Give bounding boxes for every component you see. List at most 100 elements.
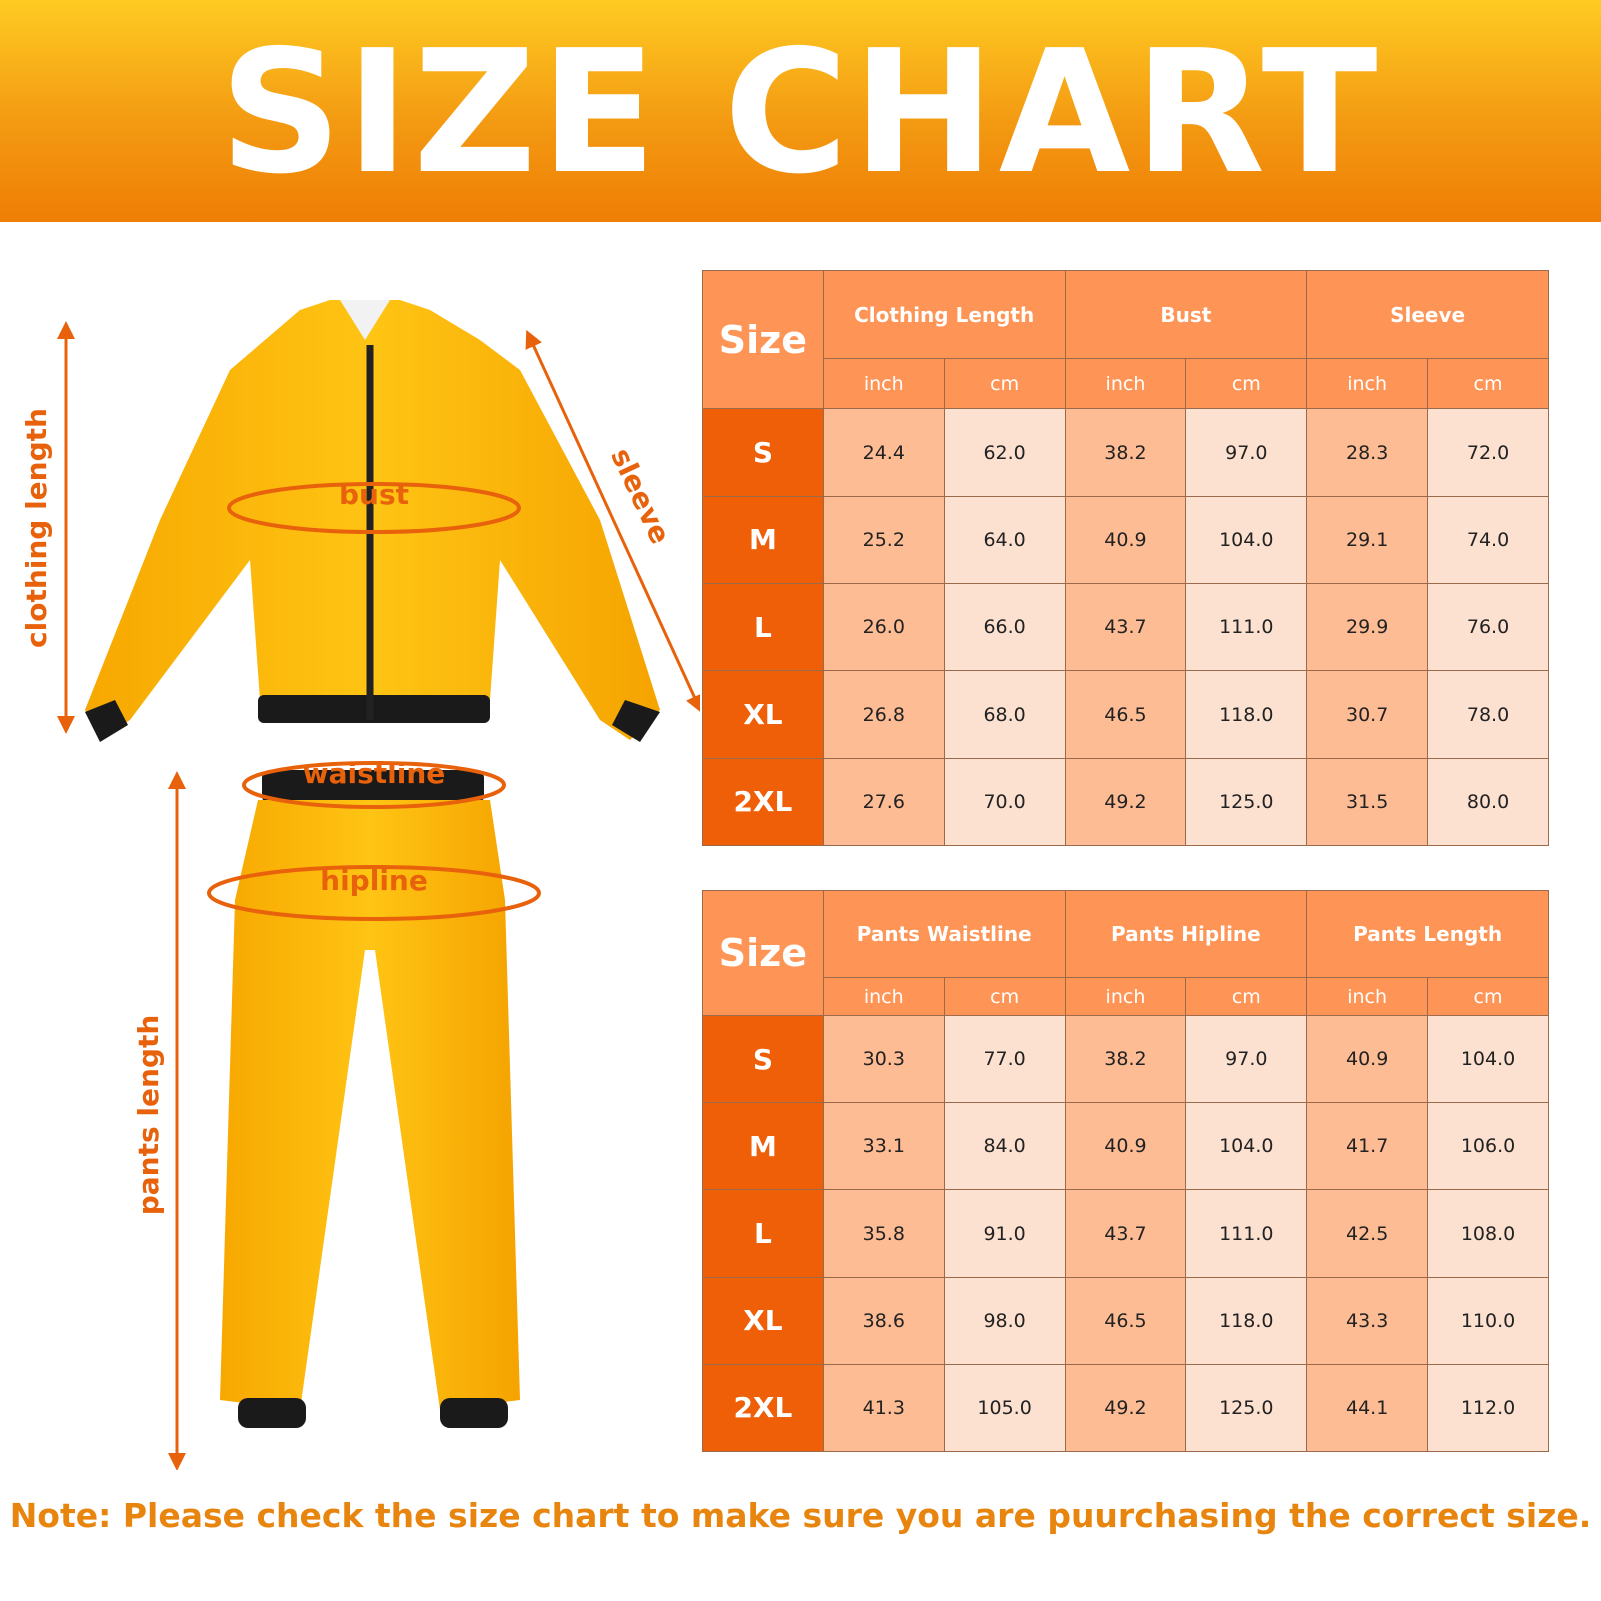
top-size-table: Size Clothing Length Bust Sleeve inch cm inch c…: [702, 269, 1549, 847]
size-cell: XL: [702, 1276, 824, 1365]
sleeve-label: sleeve: [604, 443, 677, 549]
table-row: XL 38.6 98.0 46.5 118.0 43.3 110.0: [702, 1276, 1549, 1365]
size-header-cell: Size: [702, 889, 824, 1017]
unit-header-cell: inch: [1306, 977, 1429, 1017]
pants-image: [220, 770, 520, 1428]
value-cell: 72.0: [1427, 408, 1549, 497]
unit-header-cell: cm: [1185, 977, 1308, 1017]
size-note: Note: Please check the size chart to mak…: [9, 1496, 1592, 1535]
value-cell: 40.9: [1064, 1102, 1187, 1191]
value-cell: 80.0: [1427, 757, 1549, 847]
value-cell: 31.5: [1306, 757, 1429, 847]
value-cell: 125.0: [1185, 1363, 1308, 1453]
group-header-cell: Clothing Length: [822, 269, 1066, 360]
value-cell: 104.0: [1427, 1015, 1549, 1104]
size-cell: 2XL: [702, 757, 824, 847]
size-cell: 2XL: [702, 1363, 824, 1453]
group-header-cell: Sleeve: [1306, 269, 1549, 360]
unit-header-cell: cm: [1185, 358, 1308, 410]
value-cell: 118.0: [1185, 670, 1308, 759]
hipline-label: hipline: [320, 864, 428, 897]
group-header-cell: Pants Waistline: [822, 889, 1066, 979]
value-cell: 43.7: [1064, 1189, 1187, 1278]
bust-ring: [227, 482, 521, 534]
size-cell: S: [702, 1015, 824, 1104]
value-cell: 46.5: [1064, 670, 1187, 759]
value-cell: 110.0: [1427, 1276, 1549, 1365]
value-cell: 104.0: [1185, 1102, 1308, 1191]
waistline-ring: [242, 761, 506, 809]
value-cell: 118.0: [1185, 1276, 1308, 1365]
waistline-label: waistline: [303, 757, 446, 790]
value-cell: 64.0: [943, 495, 1066, 585]
sleeve-arrow: [525, 329, 700, 714]
value-cell: 29.9: [1306, 583, 1429, 672]
value-cell: 40.9: [1306, 1015, 1429, 1104]
value-cell: 26.0: [822, 583, 945, 672]
size-cell: L: [702, 1189, 824, 1278]
size-cell: L: [702, 583, 824, 672]
value-cell: 84.0: [943, 1102, 1066, 1191]
table-row: S 24.4 62.0 38.2 97.0 28.3 72.0: [702, 408, 1549, 497]
value-cell: 41.3: [822, 1363, 945, 1453]
pants-length-label: pants length: [132, 1015, 165, 1216]
value-cell: 42.5: [1306, 1189, 1429, 1278]
unit-header-cell: cm: [943, 358, 1066, 410]
clothing-length-label: clothing length: [20, 408, 53, 648]
value-cell: 38.2: [1064, 408, 1187, 497]
value-cell: 29.1: [1306, 495, 1429, 585]
table-row: 2XL 27.6 70.0 49.2 125.0 31.5 80.0: [702, 757, 1549, 847]
value-cell: 68.0: [943, 670, 1066, 759]
value-cell: 77.0: [943, 1015, 1066, 1104]
unit-header-cell: inch: [1306, 358, 1429, 410]
value-cell: 35.8: [822, 1189, 945, 1278]
garment-illustration: clothing length sleeve bust waistline hi…: [20, 300, 700, 1470]
value-cell: 43.7: [1064, 583, 1187, 672]
value-cell: 112.0: [1427, 1363, 1549, 1453]
unit-header-cell: inch: [822, 977, 945, 1017]
unit-header-cell: inch: [1064, 358, 1187, 410]
value-cell: 30.7: [1306, 670, 1429, 759]
size-header-cell: Size: [702, 269, 824, 410]
hipline-ring: [207, 865, 541, 921]
pants-size-table: Size Pants Waistline Pants Hipline Pants Le…: [702, 889, 1549, 1453]
value-cell: 43.3: [1306, 1276, 1429, 1365]
value-cell: 97.0: [1185, 1015, 1308, 1104]
value-cell: 70.0: [943, 757, 1066, 847]
group-header-cell: Bust: [1064, 269, 1308, 360]
value-cell: 91.0: [943, 1189, 1066, 1278]
bust-label: bust: [339, 478, 409, 511]
value-cell: 46.5: [1064, 1276, 1187, 1365]
value-cell: 25.2: [822, 495, 945, 585]
size-cell: S: [702, 408, 824, 497]
table-row: L 35.8 91.0 43.7 111.0 42.5 108.0: [702, 1189, 1549, 1278]
value-cell: 26.8: [822, 670, 945, 759]
title-banner: SIZE CHART: [0, 0, 1601, 222]
table-row: M 33.1 84.0 40.9 104.0 41.7 106.0: [702, 1102, 1549, 1191]
unit-header-cell: inch: [1064, 977, 1187, 1017]
value-cell: 74.0: [1427, 495, 1549, 585]
table-row: L 26.0 66.0 43.7 111.0 29.9 76.0: [702, 583, 1549, 672]
value-cell: 27.6: [822, 757, 945, 847]
value-cell: 97.0: [1185, 408, 1308, 497]
jacket-image: [85, 300, 660, 742]
table-row: 2XL 41.3 105.0 49.2 125.0 44.1 112.0: [702, 1363, 1549, 1453]
group-header-cell: Pants Length: [1306, 889, 1549, 979]
value-cell: 49.2: [1064, 757, 1187, 847]
value-cell: 66.0: [943, 583, 1066, 672]
value-cell: 104.0: [1185, 495, 1308, 585]
table-row: M 25.2 64.0 40.9 104.0 29.1 74.0: [702, 495, 1549, 585]
value-cell: 78.0: [1427, 670, 1549, 759]
group-header-cell: Pants Hipline: [1064, 889, 1308, 979]
page-title: SIZE CHART: [219, 14, 1382, 212]
value-cell: 38.6: [822, 1276, 945, 1365]
size-cell: M: [702, 495, 824, 585]
table-row: S 30.3 77.0 38.2 97.0 40.9 104.0: [702, 1015, 1549, 1104]
value-cell: 111.0: [1185, 583, 1308, 672]
unit-header-cell: cm: [943, 977, 1066, 1017]
value-cell: 24.4: [822, 408, 945, 497]
unit-header-cell: cm: [1427, 358, 1549, 410]
unit-header-cell: inch: [822, 358, 945, 410]
value-cell: 33.1: [822, 1102, 945, 1191]
size-cell: M: [702, 1102, 824, 1191]
